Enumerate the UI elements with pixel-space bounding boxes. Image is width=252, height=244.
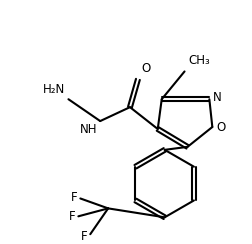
Text: F: F: [69, 210, 75, 223]
Text: H₂N: H₂N: [43, 83, 66, 96]
Text: NH: NH: [80, 123, 97, 136]
Text: F: F: [71, 191, 77, 204]
Text: N: N: [213, 91, 222, 104]
Text: O: O: [216, 121, 226, 133]
Text: CH₃: CH₃: [188, 54, 210, 68]
Text: F: F: [81, 230, 87, 243]
Text: O: O: [141, 62, 150, 75]
